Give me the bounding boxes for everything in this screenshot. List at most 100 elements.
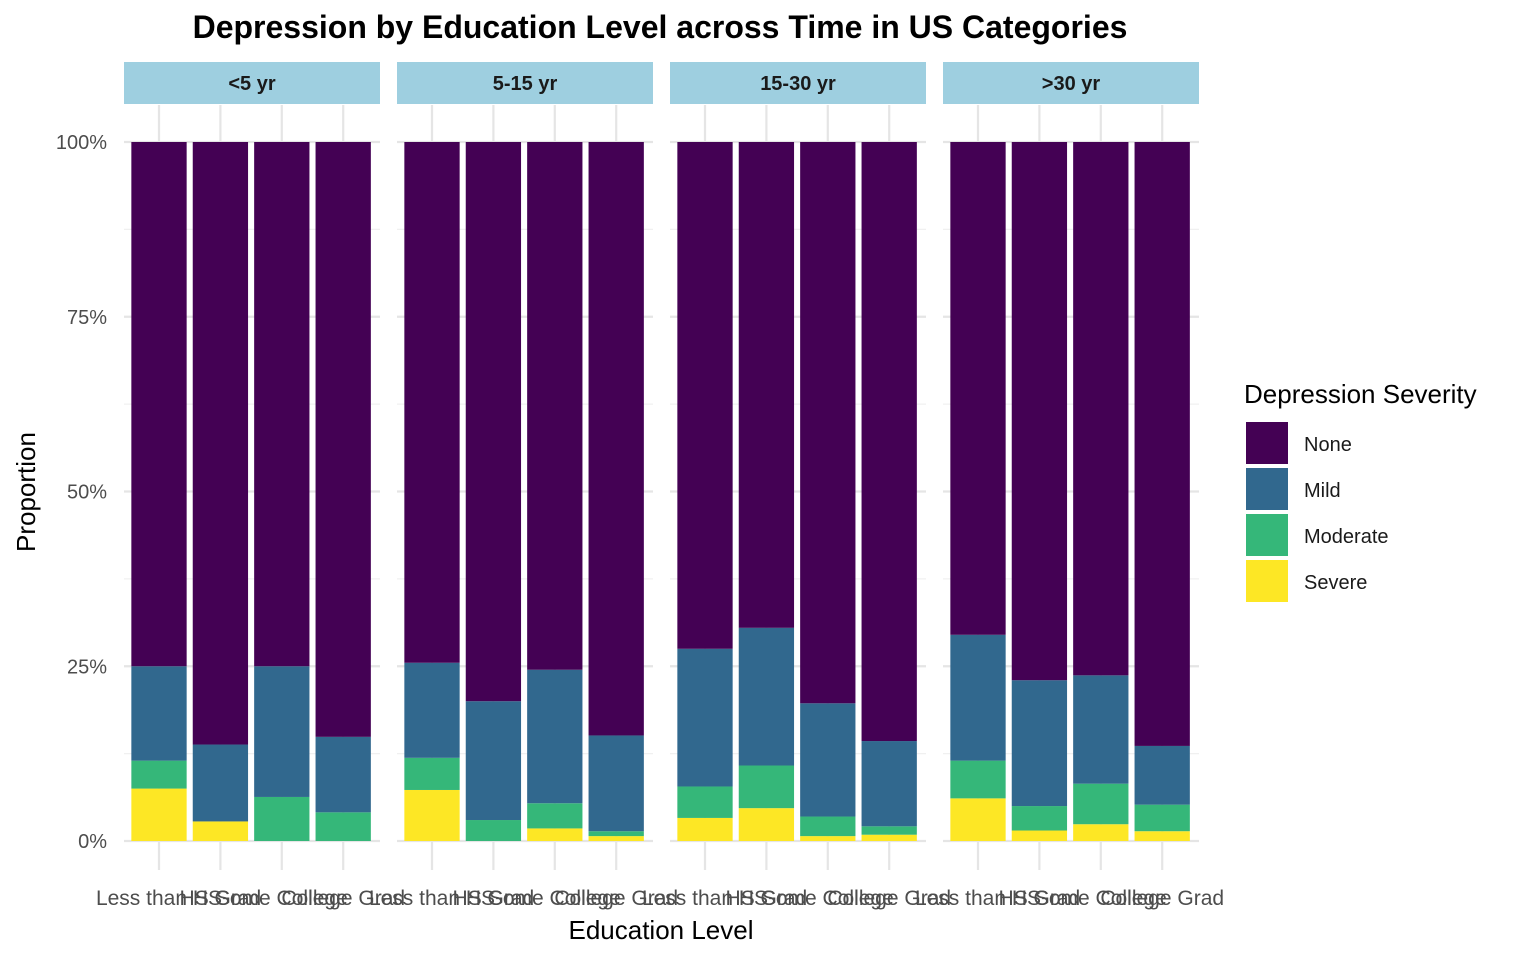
bar-segment-moderate (1134, 804, 1190, 832)
bar-segment-mild (192, 744, 249, 822)
legend-label: Moderate (1304, 526, 1389, 548)
x-tick-label: College Grad (827, 887, 951, 910)
facet-strip-30-yr (943, 62, 1199, 104)
bar-segment-severe (950, 798, 1006, 841)
y-tick-label: 50% (67, 482, 107, 504)
bar-segment-mild (1134, 745, 1190, 805)
bar-segment-severe (1073, 824, 1129, 841)
bar-segment-mild (588, 735, 644, 832)
facet-label: >30 yr (1042, 73, 1101, 95)
y-tick-label: 75% (67, 307, 107, 329)
x-tick-label: Some College (762, 887, 894, 910)
x-tick-label: Less than HS (915, 887, 1041, 910)
bar-segment-mild (738, 627, 795, 766)
y-axis-title: Proportion (11, 432, 41, 552)
bars (131, 142, 1190, 841)
bar-segment-none (315, 142, 371, 737)
y-tick-label: 0% (78, 831, 107, 853)
x-tick-label: HS Grad (999, 887, 1081, 910)
legend-label: Mild (1304, 480, 1341, 502)
x-tick-label: Less than HS (642, 887, 768, 910)
bar-segment-none (738, 142, 795, 628)
bar-segment-mild (677, 648, 733, 787)
bar-segment-moderate (950, 760, 1006, 799)
facet-label: <5 yr (228, 73, 275, 95)
y-tick-label: 100% (56, 132, 107, 154)
bar-segment-severe (1134, 831, 1190, 841)
bar-segment-severe (588, 836, 644, 841)
x-tick-label: Less than HS (369, 887, 495, 910)
bar-segment-none (1134, 142, 1190, 746)
bar-segment-severe (861, 834, 917, 841)
bar-segment-severe (404, 789, 460, 841)
bar-segment-severe (527, 828, 583, 841)
bar-segment-moderate (588, 831, 644, 837)
facet-strips: <5 yr 5-15 yr 15-30 yr >30 yr (124, 62, 1199, 104)
bar-segment-moderate (527, 803, 583, 829)
y-axis: 0% 25% 50% 75% 100% (56, 132, 107, 853)
bar-segment-mild (254, 666, 310, 797)
legend-label: None (1304, 434, 1352, 456)
x-tick-label: Some College (1035, 887, 1167, 910)
x-tick-label: Some College (489, 887, 621, 910)
bar-segment-moderate (1011, 806, 1068, 831)
bar-segment-mild (131, 666, 187, 761)
x-tick-label: HS Grad (453, 887, 535, 910)
bar-segment-none (131, 142, 187, 667)
x-tick-label: HS Grad (180, 887, 262, 910)
bar-segment-mild (800, 703, 856, 817)
bar-segment-mild (1011, 680, 1068, 807)
bar-segment-none (800, 142, 856, 704)
bar-segment-mild (315, 736, 371, 813)
y-tick-label: 25% (67, 656, 107, 678)
bar-segment-none (527, 142, 583, 670)
bar-segment-severe (131, 788, 187, 841)
legend: Depression Severity None Mild Moderate Seve… (1244, 379, 1477, 602)
bar-segment-none (588, 142, 644, 736)
bar-segment-none (1011, 142, 1068, 681)
bar-segment-mild (950, 634, 1006, 761)
bar-segment-mild (465, 701, 522, 821)
bar-segment-none (861, 142, 917, 742)
bar-segment-none (1073, 142, 1129, 676)
bar-segment-moderate (131, 760, 187, 789)
x-tick-label: College Grad (281, 887, 405, 910)
facet-label: 5-15 yr (493, 73, 558, 95)
bar-segment-moderate (738, 765, 795, 809)
bar-segment-moderate (404, 757, 460, 790)
bar-segment-mild (527, 669, 583, 804)
bar-segment-none (465, 142, 522, 702)
bar-segment-none (404, 142, 460, 663)
bar-segment-mild (404, 662, 460, 758)
facet-strip-5-15-yr (397, 62, 653, 104)
facet-strip-15-30-yr (670, 62, 926, 104)
chart-title: Depression by Education Level across Tim… (193, 9, 1128, 45)
bar-segment-severe (800, 836, 856, 841)
legend-key-mild (1246, 468, 1288, 510)
bar-segment-mild (861, 741, 917, 827)
bar-segment-moderate (861, 826, 917, 835)
facet-strip-5-yr (124, 62, 380, 104)
bar-segment-moderate (254, 796, 310, 841)
bar-segment-none (254, 142, 310, 667)
facet-label: 15-30 yr (760, 73, 836, 95)
legend-label: Severe (1304, 572, 1367, 594)
legend-key-moderate (1246, 514, 1288, 556)
bar-segment-moderate (465, 820, 522, 841)
bar-segment-severe (677, 817, 733, 841)
x-tick-label: College Grad (1100, 887, 1224, 910)
x-tick-label: College Grad (554, 887, 678, 910)
bar-segment-mild (1073, 675, 1129, 784)
bar-segment-severe (1011, 830, 1068, 841)
x-tick-label: HS Grad (726, 887, 808, 910)
legend-key-none (1246, 422, 1288, 464)
x-tick-label: Less than HS (96, 887, 222, 910)
bar-segment-none (950, 142, 1006, 635)
bar-segment-none (677, 142, 733, 649)
bar-segment-moderate (315, 812, 371, 841)
bar-segment-moderate (1073, 783, 1129, 825)
bar-segment-none (192, 142, 249, 745)
bar-segment-moderate (800, 816, 856, 837)
